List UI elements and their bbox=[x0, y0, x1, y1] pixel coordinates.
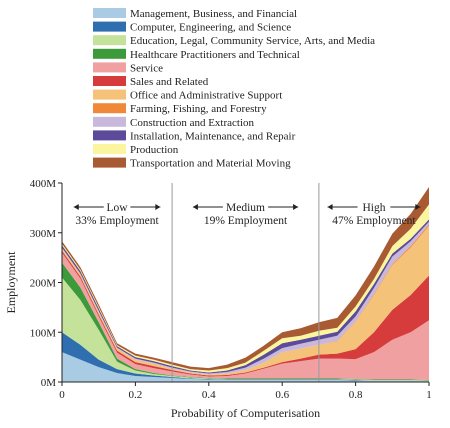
x-axis-label: Probability of Computerisation bbox=[171, 406, 320, 420]
right-arrowhead bbox=[293, 204, 299, 210]
left-arrowhead bbox=[327, 204, 333, 210]
legend-label: Construction and Extraction bbox=[130, 117, 255, 129]
legend-swatch bbox=[93, 103, 126, 114]
region-label: Low bbox=[107, 202, 129, 214]
legend-label: Management, Business, and Financial bbox=[130, 8, 297, 20]
x-tick-label: 0.6 bbox=[275, 389, 289, 401]
legend-swatch bbox=[93, 144, 126, 154]
legend-swatch bbox=[93, 48, 126, 59]
x-tick-label: 0 bbox=[59, 389, 65, 401]
legend-label: Computer, Engineering, and Science bbox=[130, 22, 291, 34]
legend-label: Transportation and Material Moving bbox=[130, 158, 291, 170]
legend-label: Service bbox=[130, 62, 163, 74]
y-tick-label: 100M bbox=[30, 327, 57, 339]
region-sublabel: 47% Employment bbox=[332, 215, 416, 227]
x-tick-label: 1 bbox=[426, 389, 432, 401]
legend-label: Production bbox=[130, 144, 179, 156]
legend-swatch bbox=[93, 76, 126, 86]
region-label: Medium bbox=[226, 202, 265, 214]
legend-label: Installation, Maintenance, and Repair bbox=[130, 130, 296, 142]
axes: 0 0.2 0.4 0.6 0.8 1 0M 100M 200M 300M 400M bbox=[30, 178, 432, 401]
y-tick-label: 300M bbox=[30, 228, 57, 240]
y-tick-label: 400M bbox=[30, 178, 57, 190]
area-series-12 bbox=[62, 186, 429, 371]
area-series-10 bbox=[62, 219, 429, 374]
left-arrowhead bbox=[192, 204, 198, 210]
area-series-9 bbox=[62, 221, 429, 375]
legend-label: Farming, Fishing, and Forestry bbox=[130, 103, 267, 115]
y-tick-label: 0M bbox=[41, 377, 57, 389]
legend-swatch bbox=[93, 116, 126, 127]
region-sublabel: 19% Employment bbox=[204, 215, 288, 227]
region-label: High bbox=[362, 202, 385, 214]
y-axis-label: Employment bbox=[4, 251, 18, 314]
legend-label: Office and Administrative Support bbox=[130, 90, 282, 102]
legend-swatch bbox=[93, 130, 126, 141]
area-series-11 bbox=[62, 204, 429, 373]
area-series-5 bbox=[62, 252, 429, 381]
right-arrowhead bbox=[155, 204, 161, 210]
legend-label: Sales and Related bbox=[130, 76, 209, 88]
legend-swatch bbox=[93, 89, 126, 100]
legend-label: Education, Legal, Community Service, Art… bbox=[130, 35, 375, 47]
legend-swatch bbox=[93, 62, 126, 73]
legend-swatch bbox=[93, 157, 126, 168]
region-dividers bbox=[171, 183, 320, 382]
legend-swatch bbox=[93, 21, 126, 32]
left-arrowhead bbox=[73, 204, 79, 210]
x-tick-label: 0.8 bbox=[349, 389, 363, 401]
y-tick-label: 200M bbox=[30, 278, 57, 290]
legend-swatch bbox=[93, 8, 126, 18]
legend-label: Healthcare Practitioners and Technical bbox=[130, 49, 300, 61]
x-tick-label: 0.2 bbox=[129, 389, 143, 401]
right-arrowhead bbox=[415, 204, 421, 210]
region-sublabel: 33% Employment bbox=[75, 215, 159, 227]
legend: Management, Business, and Financial Compu… bbox=[93, 8, 375, 170]
legend-swatch bbox=[93, 35, 126, 46]
x-tick-label: 0.4 bbox=[202, 389, 216, 401]
area-series-group bbox=[62, 186, 429, 382]
area-series-1 bbox=[62, 352, 429, 382]
